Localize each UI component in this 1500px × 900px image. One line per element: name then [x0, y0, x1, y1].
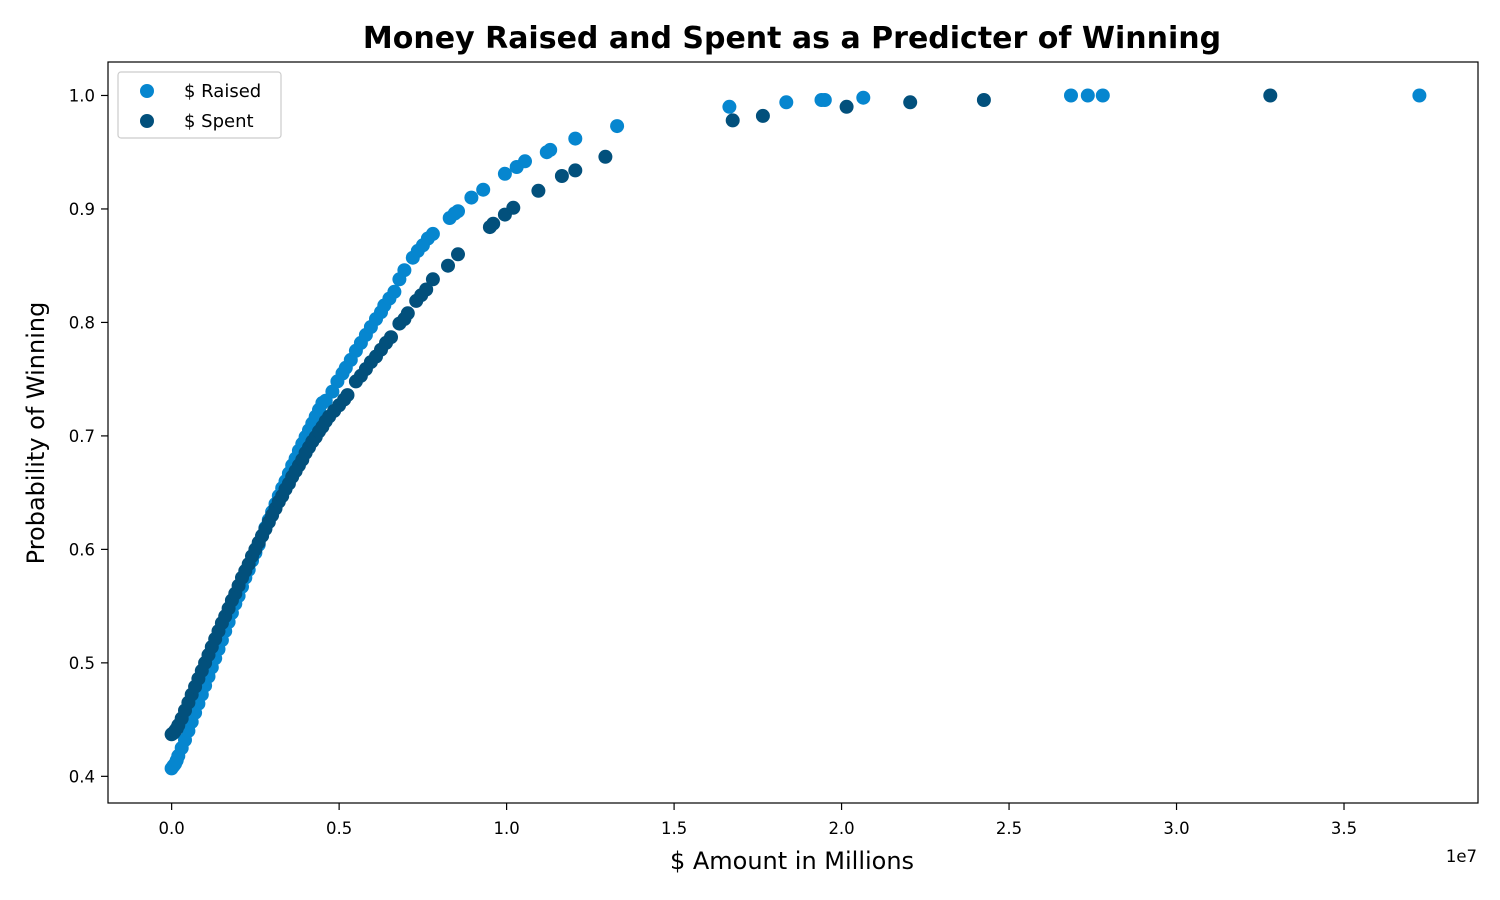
spent-point — [755, 108, 770, 123]
raised-point — [425, 226, 440, 241]
spent-point — [425, 272, 440, 287]
spent-point — [725, 113, 740, 128]
spent-point — [531, 183, 546, 198]
spent-point — [451, 247, 465, 262]
spent-point — [568, 163, 583, 178]
y-tick-label: 0.5 — [69, 654, 95, 673]
spent-point — [441, 258, 455, 273]
raised-point — [856, 90, 871, 105]
y-tick-label: 0.6 — [69, 540, 95, 559]
raised-point — [568, 131, 583, 146]
spent-point — [506, 200, 521, 215]
x-tick-label: 1.5 — [661, 819, 687, 838]
raised-point — [1095, 88, 1110, 103]
y-tick-label: 0.8 — [69, 313, 95, 332]
y-tick-label: 0.7 — [69, 427, 95, 446]
raised-point — [1080, 88, 1095, 103]
legend-label-raised: $ Raised — [184, 81, 261, 102]
raised-point — [387, 284, 402, 299]
raised-point — [397, 263, 412, 278]
x-axis-label: $ Amount in Millions — [670, 847, 914, 875]
x-tick-label: 2.5 — [996, 819, 1022, 838]
legend-box — [117, 71, 282, 139]
raised-point — [1412, 88, 1427, 103]
y-tick-label: 0.4 — [69, 767, 95, 786]
x-tick-label: 0.5 — [326, 819, 352, 838]
legend-label-spent: $ Spent — [184, 111, 254, 132]
chart-title: Money Raised and Spent as a Predicter of… — [363, 21, 1221, 56]
raised-point — [1064, 88, 1078, 103]
x-tick-label: 0.0 — [159, 819, 185, 838]
spent-point — [384, 330, 398, 345]
raised-point — [497, 166, 512, 181]
raised-point — [610, 119, 625, 134]
y-tick-label: 1.0 — [69, 86, 95, 105]
raised-point — [451, 204, 465, 219]
spent-point — [976, 93, 991, 107]
plot-area — [164, 88, 1427, 776]
y-tick-label: 0.9 — [69, 200, 95, 219]
x-axis: 0.0 0.5 1.0 1.5 2.0 2.5 3.0 3.5 — [159, 803, 1357, 838]
legend-marker-spent — [140, 114, 154, 128]
spent-point — [1263, 88, 1278, 103]
spent-point — [554, 169, 569, 183]
raised-point — [817, 93, 832, 107]
raised-point — [464, 190, 479, 205]
x-tick-label: 3.0 — [1163, 819, 1189, 838]
y-axis-label: Probability of Winning — [22, 302, 50, 565]
x-tick-label: 3.5 — [1331, 819, 1357, 838]
legend: $ Raised $ Spent — [117, 71, 282, 139]
y-axis: 0.4 0.5 0.6 0.7 0.8 0.9 1.0 — [69, 86, 108, 786]
spent-point — [400, 306, 415, 321]
x-offset-label: 1e7 — [1446, 847, 1477, 866]
x-tick-label: 1.0 — [493, 819, 519, 838]
legend-marker-raised — [140, 84, 154, 98]
raised-point — [779, 95, 794, 110]
raised-point — [722, 99, 737, 114]
spent-point — [419, 282, 434, 297]
spent-point — [486, 216, 501, 231]
raised-point — [543, 142, 558, 157]
x-tick-label: 2.0 — [828, 819, 854, 838]
raised-point — [476, 182, 491, 197]
spent-point — [903, 95, 918, 110]
spent-point — [839, 99, 854, 114]
spent-point — [340, 388, 355, 403]
plot-frame — [107, 61, 1479, 804]
spent-point — [598, 149, 613, 164]
series-spent — [164, 88, 1278, 742]
raised-point — [518, 154, 532, 169]
